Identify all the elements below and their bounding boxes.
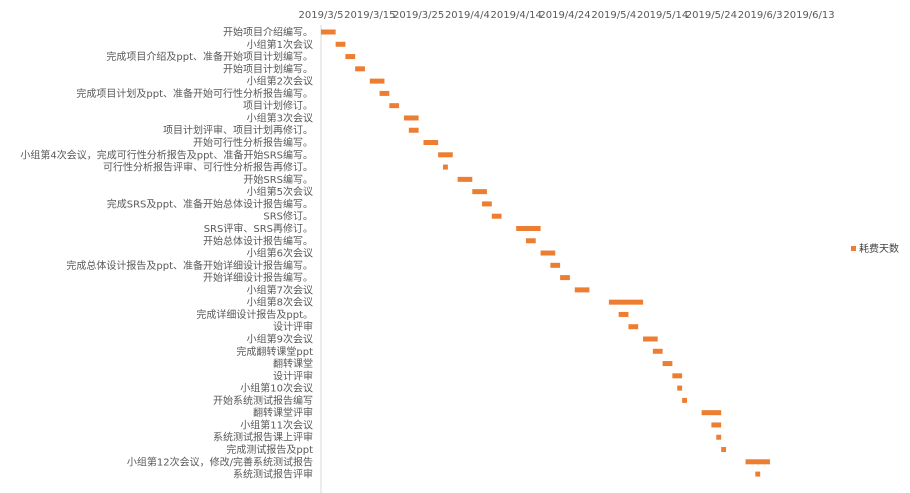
task-label: 小组第12次会议，修改/完善系统测试报告 [127,455,313,468]
task-bar [472,189,487,195]
legend-label: 耗费天数 [859,242,899,255]
task-bar [525,238,536,244]
task-label: 完成详细设计报告及ppt。 [196,308,313,321]
task-label: 可行性分析报告评审、可行性分析报告再修订。 [103,161,313,174]
task-label: 小组第6次会议 [247,247,313,260]
task-label: 开始可行性分析报告编写。 [193,136,313,149]
task-label: 翻转课堂评审 [253,406,313,419]
task-label: 小组第9次会议 [247,333,313,346]
task-label: 完成翻转课堂ppt [236,345,313,358]
task-bar [355,66,365,72]
task-label: 小组第11次会议 [240,418,313,431]
x-tick-label: 2019/6/13 [783,10,834,21]
task-bar [389,103,400,109]
task-bar [701,410,722,416]
task-label: SRS评审、SRS再修订。 [204,222,313,235]
task-bar [574,287,590,293]
task-label: 小组第4次会议，完成可行性分析报告及ppt、准备开始SRS编写。 [20,148,313,161]
task-label: 开始SRS编写。 [243,173,313,186]
task-bar [755,471,761,477]
task-bar [369,78,385,84]
task-label: 小组第10次会议 [240,382,313,395]
task-bar [682,397,687,403]
task-bar [457,176,473,182]
task-bar [677,385,683,391]
x-tick-label: 2019/3/15 [344,10,395,21]
task-bar [711,422,722,428]
task-bar [423,140,439,146]
task-bar [745,459,770,465]
task-bar [550,262,561,268]
task-bar [560,275,570,281]
task-label: 完成总体设计报告及ppt、准备开始详细设计报告编写。 [66,259,313,272]
x-tick-label: 2019/3/25 [393,10,444,21]
task-label: 完成测试报告及ppt [226,443,313,456]
task-label: 开始项目计划编写。 [223,62,313,75]
task-label: 完成SRS及ppt、准备开始总体设计报告编写。 [107,197,313,210]
task-label: 小组第7次会议 [247,283,313,296]
task-label: SRS修订。 [263,210,313,223]
task-bar [516,225,541,231]
task-label: 项目计划修订。 [243,99,313,112]
task-bar [662,361,673,367]
task-bar [335,41,346,47]
task-label: 完成项目介绍及ppt、准备开始项目计划编写。 [106,50,313,63]
task-label: 开始系统测试报告编写 [213,394,313,407]
x-tick-label: 2019/4/14 [491,10,542,21]
task-label: 系统测试报告课上评审 [213,431,313,444]
legend-swatch [851,246,856,251]
x-tick-label: 2019/6/3 [738,10,783,21]
task-bar [618,311,629,317]
task-bar [716,434,722,440]
task-bar [408,127,419,133]
x-tick-label: 2019/4/4 [445,10,490,21]
task-bar [652,348,663,354]
x-tick-label: 2019/5/24 [686,10,737,21]
task-label: 设计评审 [273,369,313,382]
task-bar [643,336,658,342]
task-bar [443,164,448,170]
task-label: 小组第8次会议 [247,296,313,309]
legend: 耗费天数 [851,242,899,255]
x-tick-label: 2019/5/4 [591,10,636,21]
x-tick-label: 2019/4/24 [539,10,590,21]
x-tick-label: 2019/5/14 [637,10,688,21]
task-bar [438,152,453,158]
task-label: 开始详细设计报告编写。 [203,271,313,284]
task-label: 小组第5次会议 [247,185,313,198]
task-label: 开始总体设计报告编写。 [203,234,313,247]
task-bar [628,324,639,330]
task-label: 小组第2次会议 [247,75,313,88]
bars [321,29,770,477]
x-tick-label: 2019/3/5 [299,10,344,21]
task-label: 系统测试报告评审 [233,468,313,481]
task-labels: 开始项目介绍编写。小组第1次会议完成项目介绍及ppt、准备开始项目计划编写。开始… [20,26,313,481]
task-bar [721,447,727,453]
task-label: 开始项目介绍编写。 [223,26,313,39]
task-bar [321,29,336,35]
task-label: 完成项目计划及ppt、准备开始可行性分析报告编写。 [76,87,313,100]
task-bar [482,201,492,207]
task-bar [608,299,644,305]
task-bar [345,54,356,60]
task-bar [403,115,419,121]
task-label: 项目计划评审、项目计划再修订。 [163,124,313,137]
task-label: 翻转课堂 [273,357,313,370]
task-label: 设计评审 [273,320,313,333]
task-label: 小组第3次会议 [247,111,313,124]
task-bar [379,90,390,96]
task-bar [540,250,556,256]
task-bar [672,373,683,379]
task-bar [491,213,502,219]
task-label: 小组第1次会议 [247,38,313,51]
